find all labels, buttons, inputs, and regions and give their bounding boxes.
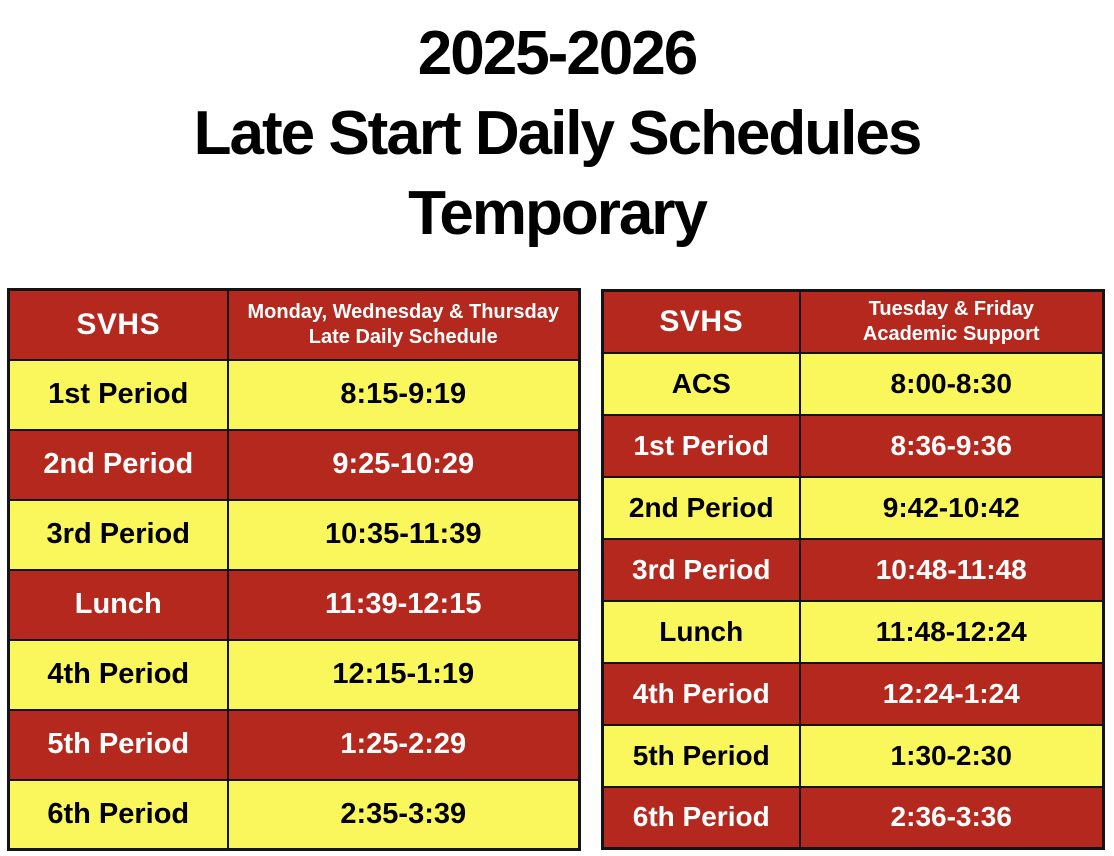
table-row: 1st Period 8:15-9:19 — [7, 358, 581, 431]
page-title-line-year: 2025-2026 — [417, 19, 699, 88]
period-cell: Lunch — [7, 568, 229, 641]
period-cell: 6th Period — [601, 785, 801, 850]
time-cell: 12:24-1:24 — [798, 661, 1105, 726]
table-row: 5th Period 1:25-2:29 — [7, 708, 581, 781]
table-row: 3rd Period 10:48-11:48 — [601, 537, 1105, 602]
period-cell: 3rd Period — [601, 537, 801, 602]
period-cell: 3rd Period — [7, 498, 229, 571]
table-row: Lunch 11:39-12:15 — [7, 568, 581, 641]
period-cell: 1st Period — [7, 358, 229, 431]
time-cell: 2:35-3:39 — [226, 778, 581, 851]
period-cell: 1st Period — [601, 413, 801, 478]
period-cell: 4th Period — [7, 638, 229, 711]
time-cell: 8:15-9:19 — [226, 358, 581, 431]
school-name: SVHS — [76, 307, 161, 341]
time-cell: 9:42-10:42 — [798, 475, 1105, 540]
time-cell: 9:25-10:29 — [226, 428, 581, 501]
schedule-table-tf: SVHS Tuesday & Friday Academic Support A… — [601, 289, 1105, 850]
table-header-row: SVHS Monday, Wednesday & Thursday Late D… — [7, 288, 581, 361]
schedule-title-cell: Monday, Wednesday & Thursday Late Daily … — [226, 288, 581, 361]
time-cell: 12:15-1:19 — [226, 638, 581, 711]
schedule-title-line-2: Academic Support — [862, 322, 1040, 345]
table-row: Lunch 11:48-12:24 — [601, 599, 1105, 664]
time-cell: 11:48-12:24 — [798, 599, 1105, 664]
page-title: 2025-2026 Late Start Daily Schedules Tem… — [0, 14, 1114, 254]
table-row: 6th Period 2:36-3:36 — [601, 785, 1105, 850]
time-cell: 10:48-11:48 — [798, 537, 1105, 602]
time-cell: 2:36-3:36 — [798, 785, 1105, 850]
table-row: 4th Period 12:15-1:19 — [7, 638, 581, 711]
schedule-table-mwt: SVHS Monday, Wednesday & Thursday Late D… — [7, 288, 581, 851]
period-cell: 5th Period — [601, 723, 801, 788]
period-cell: ACS — [601, 351, 801, 416]
table-row: 1st Period 8:36-9:36 — [601, 413, 1105, 478]
page-title-line-temporary: Temporary — [408, 179, 708, 248]
table-row: ACS 8:00-8:30 — [601, 351, 1105, 416]
time-cell: 1:25-2:29 — [226, 708, 581, 781]
period-cell: Lunch — [601, 599, 801, 664]
table-row: 3rd Period 10:35-11:39 — [7, 498, 581, 571]
school-name-cell: SVHS — [7, 288, 229, 361]
period-cell: 2nd Period — [601, 475, 801, 540]
table-row: 2nd Period 9:25-10:29 — [7, 428, 581, 501]
schedule-title-line-1: Tuesday & Friday — [868, 297, 1034, 320]
time-cell: 8:00-8:30 — [798, 351, 1105, 416]
table-row: 6th Period 2:35-3:39 — [7, 778, 581, 851]
schedule-title-cell: Tuesday & Friday Academic Support — [798, 289, 1105, 354]
schedule-title-line-2: Late Daily Schedule — [308, 325, 498, 348]
school-name: SVHS — [659, 304, 744, 338]
table-row: 4th Period 12:24-1:24 — [601, 661, 1105, 726]
period-cell: 2nd Period — [7, 428, 229, 501]
page-title-line-main: Late Start Daily Schedules — [193, 99, 923, 168]
table-row: 5th Period 1:30-2:30 — [601, 723, 1105, 788]
period-cell: 6th Period — [7, 778, 229, 851]
period-cell: 4th Period — [601, 661, 801, 726]
table-row: 2nd Period 9:42-10:42 — [601, 475, 1105, 540]
period-cell: 5th Period — [7, 708, 229, 781]
table-header-row: SVHS Tuesday & Friday Academic Support — [601, 289, 1105, 354]
school-name-cell: SVHS — [601, 289, 801, 354]
schedule-title-line-1: Monday, Wednesday & Thursday — [247, 300, 560, 323]
time-cell: 1:30-2:30 — [798, 723, 1105, 788]
time-cell: 11:39-12:15 — [226, 568, 581, 641]
time-cell: 8:36-9:36 — [798, 413, 1105, 478]
time-cell: 10:35-11:39 — [226, 498, 581, 571]
